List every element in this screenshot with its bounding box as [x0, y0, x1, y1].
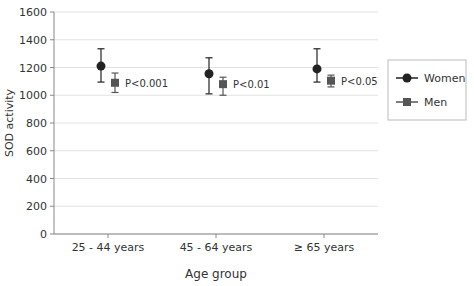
- y-tick-label: 0: [40, 228, 47, 241]
- y-tick-label: 200: [26, 200, 47, 213]
- error-cap-low: [314, 81, 321, 82]
- y-tick-label: 800: [26, 117, 47, 130]
- point: [219, 80, 227, 88]
- point: [327, 77, 335, 85]
- error-cap-high: [314, 48, 321, 49]
- y-axis-title: SOD activity: [3, 88, 16, 157]
- series-1: [111, 73, 335, 95]
- legend-label: Men: [424, 96, 447, 109]
- p-value-label: P<0.01: [233, 79, 270, 90]
- series-0: [97, 49, 322, 94]
- legend-frame: [388, 60, 466, 120]
- y-tick: [50, 12, 54, 13]
- error-cap-high: [206, 57, 213, 58]
- y-tick: [50, 95, 54, 96]
- axes: 0 200 400 600 800 1000 1200 1400 1600 25 - 44 yea…: [19, 6, 378, 254]
- point: [111, 79, 119, 87]
- x-tick-label: 25 - 44 years: [72, 241, 145, 254]
- error-cap-low: [206, 93, 213, 94]
- x-tick-label: ≥ 65 years: [294, 241, 355, 254]
- error-cap-low: [98, 81, 105, 82]
- chart-container: 0 200 400 600 800 1000 1200 1400 1600 25 - 44 yea…: [0, 0, 474, 286]
- legend-marker: [403, 74, 412, 83]
- grid-line: [54, 150, 378, 151]
- p-value-label: P<0.05: [341, 76, 378, 87]
- y-tick-label: 1200: [19, 62, 47, 75]
- grid-line: [54, 39, 378, 40]
- y-tick-label: 1000: [19, 89, 47, 102]
- point: [97, 62, 106, 71]
- grid-line: [54, 123, 378, 124]
- y-tick-label: 1600: [19, 6, 47, 19]
- legend-marker: [403, 98, 411, 106]
- annotations: P<0.001 P<0.01 P<0.05: [125, 76, 378, 90]
- error-cap-high: [328, 75, 335, 76]
- x-tick: [216, 234, 217, 238]
- point: [313, 64, 322, 73]
- grid-line: [54, 95, 378, 96]
- error-cap-high: [220, 77, 227, 78]
- y-tick: [50, 123, 54, 124]
- chart: 0 200 400 600 800 1000 1200 1400 1600 25 - 44 yea…: [0, 0, 474, 286]
- p-value-label: P<0.001: [125, 78, 168, 89]
- x-tick: [324, 234, 325, 238]
- legend-label: Women: [424, 72, 465, 85]
- grid-line: [54, 178, 378, 179]
- y-tick: [50, 67, 54, 68]
- y-axis-line: [54, 12, 55, 234]
- x-axis-title: Age group: [185, 267, 247, 281]
- y-tick: [50, 150, 54, 151]
- error-cap-low: [328, 86, 335, 87]
- x-tick-label: 45 - 64 years: [180, 241, 253, 254]
- y-tick: [50, 39, 54, 40]
- error-cap-low: [220, 95, 227, 96]
- point: [205, 69, 214, 78]
- grid-line: [54, 12, 378, 13]
- grid: [54, 12, 378, 234]
- error-cap-high: [112, 72, 119, 73]
- error-cap-low: [112, 92, 119, 93]
- y-tick: [50, 178, 54, 179]
- legend: Women Men: [388, 60, 466, 120]
- error-cap-high: [98, 48, 105, 49]
- y-tick-label: 1400: [19, 34, 47, 47]
- x-tick: [108, 234, 109, 238]
- y-tick: [50, 234, 54, 235]
- grid-line: [54, 206, 378, 207]
- y-tick: [50, 206, 54, 207]
- data-layer: [97, 49, 336, 95]
- y-tick-label: 600: [26, 145, 47, 158]
- y-tick-label: 400: [26, 173, 47, 186]
